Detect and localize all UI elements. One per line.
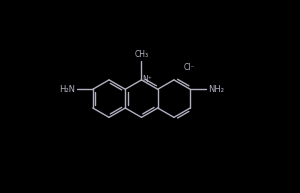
Text: CH₃: CH₃ bbox=[134, 50, 148, 59]
Text: H₂N: H₂N bbox=[59, 85, 75, 94]
Text: NH₂: NH₂ bbox=[208, 85, 224, 94]
Text: Cl⁻: Cl⁻ bbox=[184, 63, 196, 72]
Text: N⁺: N⁺ bbox=[142, 75, 152, 84]
